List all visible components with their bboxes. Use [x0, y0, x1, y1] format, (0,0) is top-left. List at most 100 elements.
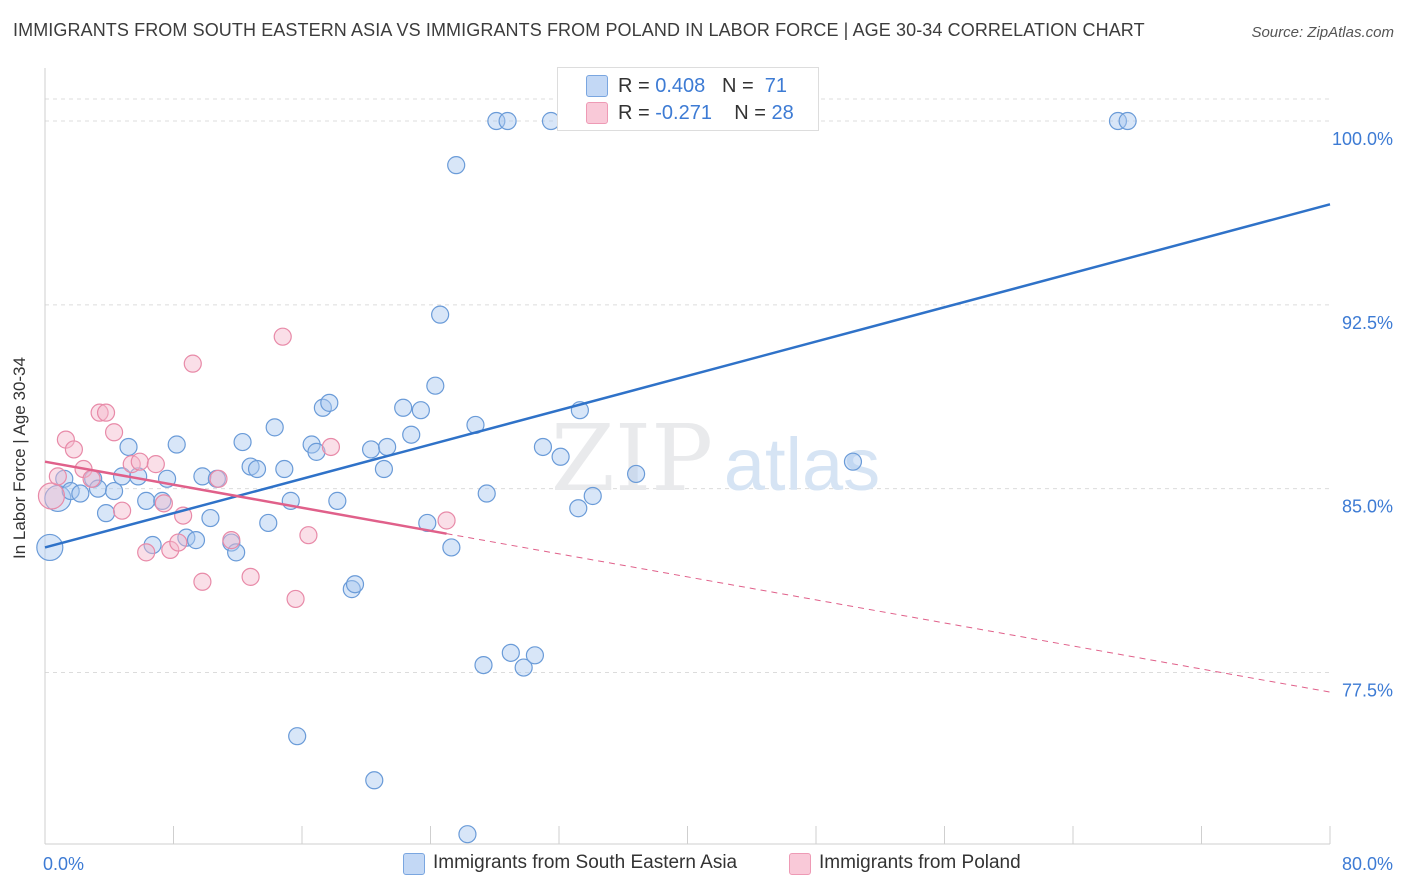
data-point-south-eastern-asia	[378, 437, 397, 457]
tick-labels: 77.5% 85.0% 92.5% 100.0% 0.0% 80.0%	[43, 129, 1393, 874]
data-point-south-eastern-asia	[447, 156, 466, 175]
data-point-south-eastern-asia	[374, 459, 394, 479]
data-point-south-eastern-asia	[167, 435, 186, 454]
data-point-south-eastern-asia	[345, 575, 365, 594]
data-point-south-eastern-asia	[442, 538, 461, 557]
data-point-south-eastern-asia	[458, 825, 477, 844]
data-point-south-eastern-asia	[186, 531, 206, 550]
data-point-south-eastern-asia	[247, 459, 267, 479]
data-point-south-eastern-asia	[361, 440, 381, 459]
legend-swatch-blue	[403, 853, 425, 875]
watermark-zip: ZIP	[551, 405, 713, 512]
data-point-south-eastern-asia	[137, 491, 156, 510]
legend-swatch-pink	[789, 853, 811, 875]
data-point-south-eastern-asia	[233, 432, 252, 452]
data-point-south-eastern-asia	[525, 646, 545, 665]
data-point-poland	[241, 567, 260, 586]
data-point-south-eastern-asia	[365, 771, 384, 790]
trendline-south-eastern-asia	[44, 203, 1331, 549]
legend-label: Immigrants from South Eastern Asia	[433, 852, 738, 873]
data-point-poland	[96, 403, 116, 422]
data-point-south-eastern-asia	[477, 484, 496, 503]
legend-swatch-blue	[586, 75, 608, 97]
n-value: 71	[764, 74, 788, 97]
data-point-poland	[193, 572, 212, 591]
data-point-south-eastern-asia	[402, 425, 421, 444]
data-point-south-eastern-asia	[474, 655, 493, 675]
chart-title: IMMIGRANTS FROM SOUTH EASTERN ASIA VS IM…	[13, 20, 1145, 40]
data-point-south-eastern-asia	[1108, 111, 1128, 131]
data-point-south-eastern-asia	[320, 393, 339, 412]
data-point-poland	[48, 467, 67, 486]
legend-text-pink: R = -0.271 N = 28	[618, 102, 794, 125]
data-point-south-eastern-asia	[104, 481, 124, 501]
data-point-south-eastern-asia	[394, 398, 413, 417]
data-point-south-eastern-asia	[514, 658, 533, 677]
legend-swatch-pink	[586, 102, 608, 124]
x-tick-label: 80.0%	[1342, 854, 1393, 874]
data-point-south-eastern-asia	[626, 464, 646, 484]
data-point-south-eastern-asia	[533, 437, 553, 457]
watermark-atlas: atlas	[724, 423, 880, 506]
r-value: -0.271	[655, 101, 712, 124]
data-point-south-eastern-asia	[411, 401, 430, 420]
data-point-poland	[37, 482, 66, 510]
axes	[44, 68, 1331, 845]
source-credit: Source: ZipAtlas.com	[1251, 24, 1394, 41]
data-point-south-eastern-asia	[275, 459, 294, 479]
y-tick-label: 92.5%	[1342, 313, 1393, 333]
data-point-south-eastern-asia	[288, 727, 307, 746]
data-point-south-eastern-asia	[119, 437, 138, 457]
data-point-poland	[437, 511, 456, 530]
data-point-poland	[146, 455, 165, 474]
data-point-south-eastern-asia	[426, 376, 445, 395]
data-point-south-eastern-asia	[307, 442, 326, 461]
data-point-poland	[209, 469, 228, 488]
y-tick-label: 77.5%	[1342, 680, 1393, 700]
n-value: 28	[771, 101, 794, 124]
data-point-poland	[286, 589, 305, 609]
data-point-poland	[137, 543, 156, 562]
n-label: N =	[734, 101, 772, 124]
data-point-poland	[104, 423, 124, 442]
data-point-poland	[130, 452, 149, 471]
data-point-poland	[222, 531, 241, 550]
trend-lines	[44, 203, 1331, 693]
data-point-poland	[112, 501, 132, 520]
data-point-south-eastern-asia	[843, 452, 863, 471]
n-label: N =	[721, 74, 760, 97]
y-axis-label: In Labor Force | Age 30-34	[10, 357, 29, 559]
data-point-south-eastern-asia	[259, 513, 278, 533]
correlation-legend: R = 0.408 N = 71 R = -0.271 N = 28	[557, 67, 819, 131]
data-point-south-eastern-asia	[569, 499, 588, 518]
data-point-south-eastern-asia	[551, 447, 570, 466]
data-point-south-eastern-asia	[201, 508, 220, 528]
data-point-south-eastern-asia	[342, 580, 361, 599]
data-point-poland	[273, 327, 292, 346]
data-point-poland	[82, 469, 101, 488]
data-point-south-eastern-asia	[583, 486, 602, 506]
series-south-eastern-asia	[36, 111, 1137, 844]
data-point-south-eastern-asia	[328, 491, 347, 510]
data-point-poland	[64, 440, 84, 459]
data-point-poland	[183, 354, 202, 373]
data-point-south-eastern-asia	[96, 504, 116, 523]
gridlines	[45, 98, 1330, 673]
data-point-poland	[154, 494, 173, 513]
r-label: R =	[618, 74, 656, 97]
legend-label: Immigrants from Poland	[819, 852, 1021, 873]
data-point-south-eastern-asia	[71, 484, 90, 503]
data-point-south-eastern-asia	[498, 111, 517, 131]
legend-text-blue: R = 0.408 N = 71	[618, 75, 787, 98]
data-point-poland	[90, 403, 109, 422]
data-point-poland	[321, 437, 341, 457]
y-tick-label: 100.0%	[1332, 129, 1393, 149]
watermark: ZIP atlas	[551, 405, 880, 512]
data-point-south-eastern-asia	[1118, 111, 1137, 131]
r-label: R =	[618, 101, 656, 124]
series-poland	[37, 327, 456, 609]
trendline-poland-projection	[446, 533, 1331, 693]
data-point-poland	[169, 533, 188, 552]
r-value: 0.408	[655, 74, 706, 97]
